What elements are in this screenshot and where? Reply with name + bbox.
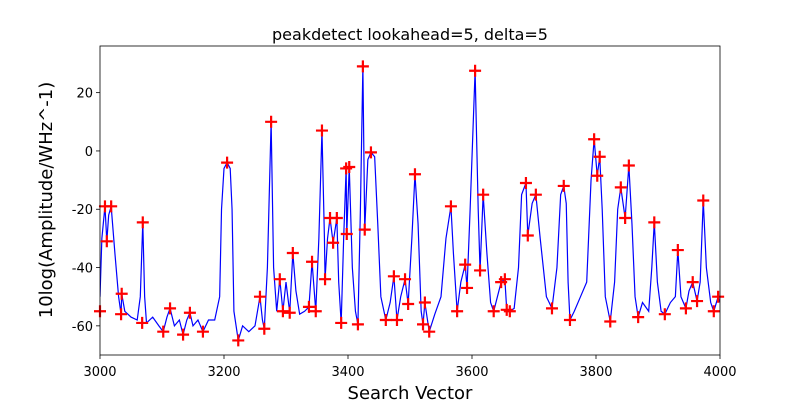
- peak-marker: [356, 60, 369, 73]
- peak-marker: [498, 273, 511, 286]
- y-tick-label: 20: [76, 87, 93, 102]
- peak-marker: [418, 296, 431, 309]
- peak-marker: [519, 177, 532, 190]
- peak-marker: [408, 168, 421, 181]
- y-axis-label: 10log(Amplitude/WHz^-1): [36, 82, 57, 319]
- peak-marker: [648, 216, 661, 229]
- peak-marker: [351, 318, 364, 331]
- peak-marker: [529, 188, 542, 201]
- peak-marker: [461, 281, 474, 294]
- peak-marker: [417, 318, 430, 331]
- y-tick-label: -20: [72, 203, 93, 218]
- peak-marker: [622, 159, 635, 172]
- peak-marker: [671, 244, 684, 257]
- peak-marker: [253, 290, 266, 303]
- peak-marker: [451, 305, 464, 318]
- peak-marker: [686, 276, 699, 289]
- x-tick-label: 3400: [331, 365, 364, 380]
- peak-marker: [327, 236, 340, 249]
- peak-marker: [196, 325, 209, 338]
- peak-marker: [115, 308, 128, 321]
- x-tick-label: 4000: [703, 365, 736, 380]
- peak-marker: [319, 273, 332, 286]
- peak-marker: [474, 264, 487, 277]
- peak-marker: [503, 305, 516, 318]
- peak-marker: [177, 328, 190, 341]
- peak-marker: [619, 211, 632, 224]
- peak-marker: [105, 200, 118, 213]
- peak-marker: [557, 179, 570, 192]
- peak-marker: [115, 287, 128, 300]
- peak-marker: [658, 308, 671, 321]
- peak-marker: [302, 300, 315, 313]
- peak-marker: [545, 302, 558, 315]
- plot-area: [100, 66, 720, 341]
- peak-marker: [477, 188, 490, 201]
- peak-marker: [591, 169, 604, 182]
- peak-marker: [309, 305, 322, 318]
- peak-marker: [335, 316, 348, 329]
- peak-marker: [399, 273, 412, 286]
- peak-marker: [330, 211, 343, 224]
- peak-marker: [632, 311, 645, 324]
- data-line: [100, 66, 720, 341]
- peak-marker: [306, 255, 319, 268]
- peak-marker: [614, 181, 627, 194]
- peak-marker: [487, 305, 500, 318]
- peak-marker: [136, 216, 149, 229]
- peak-marker: [232, 334, 245, 347]
- x-tick-label: 3200: [207, 365, 240, 380]
- peak-marker: [390, 314, 403, 327]
- peak-marker: [469, 64, 482, 77]
- peak-marker: [679, 302, 692, 315]
- y-tick-label: -60: [72, 320, 93, 335]
- peak-marker: [343, 160, 356, 173]
- peak-marker: [136, 316, 149, 329]
- peak-marker: [423, 325, 436, 338]
- peak-marker: [588, 133, 601, 146]
- x-tick-label: 3000: [83, 365, 116, 380]
- peak-marker: [604, 315, 617, 328]
- peak-marker: [358, 223, 371, 236]
- peak-marker: [258, 322, 271, 335]
- peak-marker: [402, 297, 415, 310]
- peak-marker: [286, 246, 299, 259]
- peak-marker: [459, 258, 472, 271]
- chart-title: peakdetect lookahead=5, delta=5: [272, 25, 548, 44]
- x-axis-label: Search Vector: [348, 383, 474, 400]
- peak-marker: [265, 115, 278, 128]
- x-tick-label: 3600: [455, 365, 488, 380]
- peak-marker: [691, 295, 704, 308]
- peak-marker: [444, 200, 457, 213]
- peak-marker: [157, 325, 170, 338]
- y-tick-label: 0: [85, 145, 93, 160]
- peak-marker: [712, 290, 725, 303]
- peak-marker: [387, 270, 400, 283]
- peak-marker: [273, 273, 286, 286]
- peak-marker: [379, 314, 392, 327]
- peak-marker: [563, 314, 576, 327]
- peak-marker: [707, 305, 720, 318]
- peak-marker: [364, 146, 377, 159]
- peak-marker: [221, 156, 234, 169]
- x-tick-label: 3800: [579, 365, 612, 380]
- peak-marker: [697, 194, 710, 207]
- peak-marker: [340, 228, 353, 241]
- peak-marker: [283, 306, 296, 319]
- peak-marker: [315, 124, 328, 137]
- plot-frame: [99, 45, 721, 356]
- peak-marker: [164, 302, 177, 315]
- peak-marker: [183, 306, 196, 319]
- peak-marker: [521, 229, 534, 242]
- peak-marker: [100, 235, 113, 248]
- peak-marker: [276, 305, 289, 318]
- peak-marker: [593, 150, 606, 163]
- y-tick-label: -40: [72, 262, 93, 277]
